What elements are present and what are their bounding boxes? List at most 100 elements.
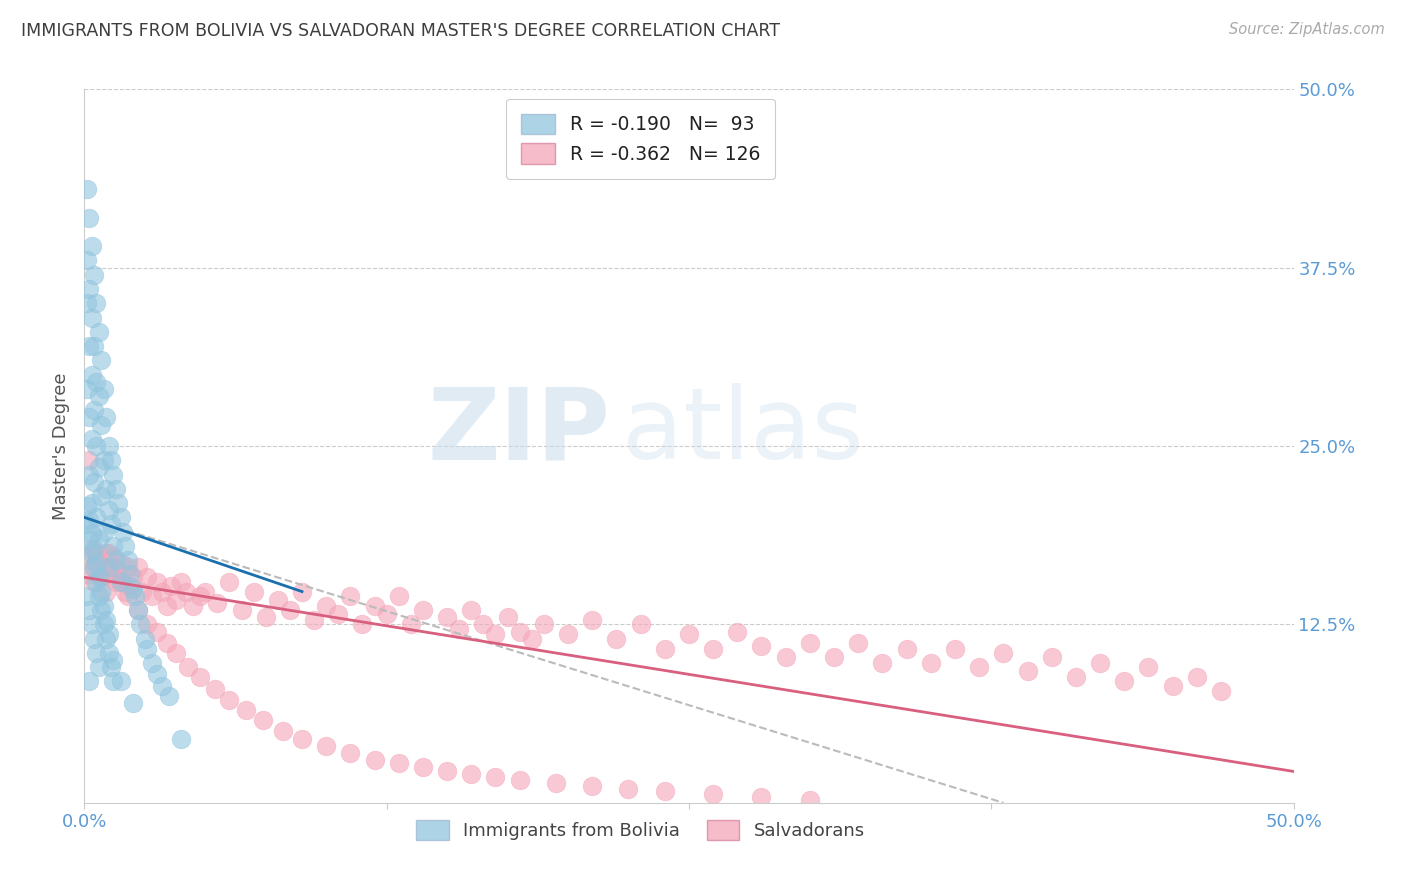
Point — [207, 596, 229, 610]
Point — [76, 296, 98, 310]
Point — [267, 593, 290, 607]
Point — [93, 599, 115, 613]
Point — [103, 539, 125, 553]
Point — [86, 546, 108, 560]
Point — [218, 574, 240, 589]
Point — [76, 382, 98, 396]
Point — [181, 599, 204, 613]
Point — [150, 679, 173, 693]
Point — [204, 681, 226, 696]
Point — [617, 781, 640, 796]
Point — [80, 541, 103, 556]
Point — [94, 632, 117, 646]
Text: Source: ZipAtlas.com: Source: ZipAtlas.com — [1229, 22, 1385, 37]
Point — [302, 613, 325, 627]
Point — [90, 353, 112, 368]
Point — [97, 439, 120, 453]
Point — [87, 460, 110, 475]
Point — [1161, 679, 1184, 693]
Point — [678, 627, 700, 641]
Point — [725, 624, 748, 639]
Point — [77, 674, 100, 689]
Point — [1114, 674, 1136, 689]
Point — [104, 553, 127, 567]
Point — [799, 793, 821, 807]
Point — [103, 674, 125, 689]
Point — [155, 599, 177, 613]
Point — [107, 565, 129, 579]
Point — [86, 556, 108, 570]
Point — [1137, 660, 1160, 674]
Point — [141, 589, 163, 603]
Point — [823, 650, 845, 665]
Point — [90, 570, 112, 584]
Point — [114, 584, 136, 599]
Point — [496, 610, 519, 624]
Point — [146, 624, 169, 639]
Point — [110, 674, 132, 689]
Point — [388, 589, 411, 603]
Point — [77, 282, 100, 296]
Point — [150, 584, 173, 599]
Point — [129, 617, 152, 632]
Point — [872, 656, 894, 670]
Point — [412, 760, 434, 774]
Point — [484, 770, 506, 784]
Point — [630, 617, 652, 632]
Point — [127, 603, 149, 617]
Point — [160, 579, 183, 593]
Point — [967, 660, 990, 674]
Text: atlas: atlas — [623, 384, 865, 480]
Point — [472, 617, 495, 632]
Point — [93, 453, 115, 467]
Point — [509, 624, 531, 639]
Point — [190, 589, 212, 603]
Point — [174, 584, 197, 599]
Point — [117, 589, 139, 603]
Point — [165, 646, 187, 660]
Point — [90, 570, 112, 584]
Point — [775, 650, 797, 665]
Point — [76, 499, 98, 513]
Point — [76, 589, 98, 603]
Point — [94, 613, 117, 627]
Point — [94, 410, 117, 425]
Point — [271, 724, 294, 739]
Point — [315, 599, 337, 613]
Point — [80, 368, 103, 382]
Point — [112, 524, 135, 539]
Point — [581, 779, 603, 793]
Point — [121, 570, 143, 584]
Point — [1088, 656, 1111, 670]
Point — [155, 636, 177, 650]
Point — [110, 574, 132, 589]
Point — [544, 776, 567, 790]
Point — [896, 641, 918, 656]
Point — [86, 375, 108, 389]
Point — [77, 532, 100, 546]
Point — [412, 603, 434, 617]
Point — [77, 339, 100, 353]
Point — [90, 584, 112, 599]
Point — [83, 541, 105, 556]
Point — [509, 772, 531, 787]
Point — [136, 617, 159, 632]
Legend: Immigrants from Bolivia, Salvadorans: Immigrants from Bolivia, Salvadorans — [409, 813, 872, 847]
Point — [77, 550, 100, 565]
Point — [80, 310, 103, 325]
Point — [100, 660, 122, 674]
Point — [157, 689, 180, 703]
Point — [124, 589, 146, 603]
Point — [77, 513, 100, 527]
Point — [86, 439, 108, 453]
Point — [83, 268, 105, 282]
Point — [146, 667, 169, 681]
Point — [352, 617, 374, 632]
Point — [399, 617, 422, 632]
Point — [146, 574, 169, 589]
Point — [94, 584, 117, 599]
Point — [76, 182, 98, 196]
Point — [557, 627, 579, 641]
Point — [120, 579, 142, 593]
Point — [920, 656, 942, 670]
